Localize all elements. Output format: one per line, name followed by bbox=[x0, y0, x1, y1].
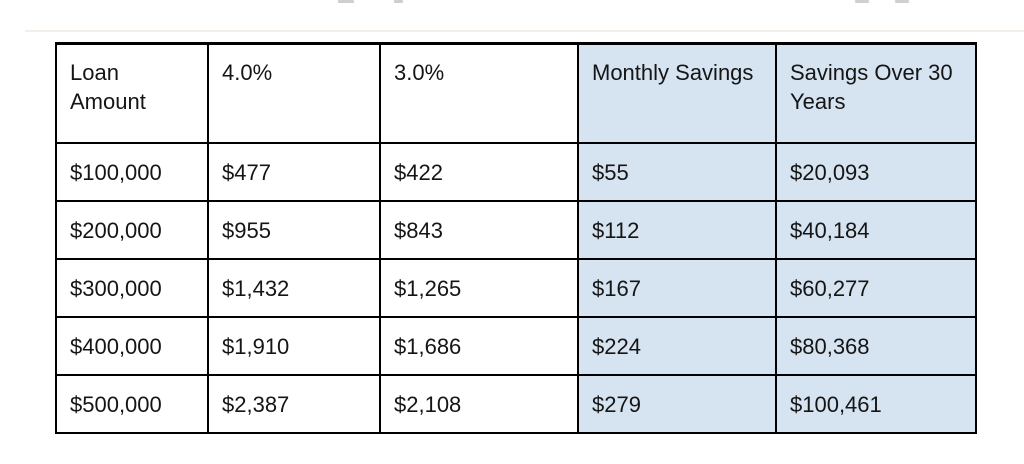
loan-savings-table: Loan Amount 4.0% 3.0% Monthly Savings Sa… bbox=[55, 42, 977, 434]
column-header-rate-3-percent: 3.0% bbox=[379, 42, 579, 144]
cell-loan-amount: $500,000 bbox=[55, 374, 209, 434]
table-row: $200,000 $955 $843 $112 $40,184 bbox=[55, 200, 977, 260]
table-row: $400,000 $1,910 $1,686 $224 $80,368 bbox=[55, 316, 977, 376]
cell-loan-amount: $400,000 bbox=[55, 316, 209, 376]
cell-payment-3-percent: $2,108 bbox=[379, 374, 579, 434]
cell-savings-30-years: $100,461 bbox=[775, 374, 977, 434]
column-header-monthly-savings: Monthly Savings bbox=[577, 42, 777, 144]
cropped-text-fragment bbox=[394, 0, 403, 3]
cell-savings-30-years: $40,184 bbox=[775, 200, 977, 260]
faint-divider-line bbox=[25, 30, 1024, 32]
cell-payment-3-percent: $422 bbox=[379, 142, 579, 202]
table-row: $300,000 $1,432 $1,265 $167 $60,277 bbox=[55, 258, 977, 318]
table-row: $100,000 $477 $422 $55 $20,093 bbox=[55, 142, 977, 202]
cropped-text-fragment bbox=[338, 0, 354, 3]
cell-payment-3-percent: $843 bbox=[379, 200, 579, 260]
cell-monthly-savings: $279 bbox=[577, 374, 777, 434]
cell-monthly-savings: $112 bbox=[577, 200, 777, 260]
cell-payment-3-percent: $1,265 bbox=[379, 258, 579, 318]
cell-payment-4-percent: $955 bbox=[207, 200, 381, 260]
cell-payment-4-percent: $1,910 bbox=[207, 316, 381, 376]
cell-payment-4-percent: $477 bbox=[207, 142, 381, 202]
cell-savings-30-years: $20,093 bbox=[775, 142, 977, 202]
column-header-savings-over-30-years: Savings Over 30 Years bbox=[775, 42, 977, 144]
column-header-rate-4-percent: 4.0% bbox=[207, 42, 381, 144]
cell-savings-30-years: $80,368 bbox=[775, 316, 977, 376]
column-header-loan-amount: Loan Amount bbox=[55, 42, 209, 144]
cell-loan-amount: $100,000 bbox=[55, 142, 209, 202]
cell-payment-3-percent: $1,686 bbox=[379, 316, 579, 376]
table-header-row: Loan Amount 4.0% 3.0% Monthly Savings Sa… bbox=[55, 42, 977, 144]
cell-payment-4-percent: $1,432 bbox=[207, 258, 381, 318]
cell-monthly-savings: $167 bbox=[577, 258, 777, 318]
cell-monthly-savings: $55 bbox=[577, 142, 777, 202]
table-row: $500,000 $2,387 $2,108 $279 $100,461 bbox=[55, 374, 977, 434]
cell-monthly-savings: $224 bbox=[577, 316, 777, 376]
cell-loan-amount: $300,000 bbox=[55, 258, 209, 318]
cropped-text-fragment bbox=[895, 0, 909, 3]
cell-loan-amount: $200,000 bbox=[55, 200, 209, 260]
cell-payment-4-percent: $2,387 bbox=[207, 374, 381, 434]
cropped-text-fragment bbox=[855, 0, 869, 3]
cell-savings-30-years: $60,277 bbox=[775, 258, 977, 318]
